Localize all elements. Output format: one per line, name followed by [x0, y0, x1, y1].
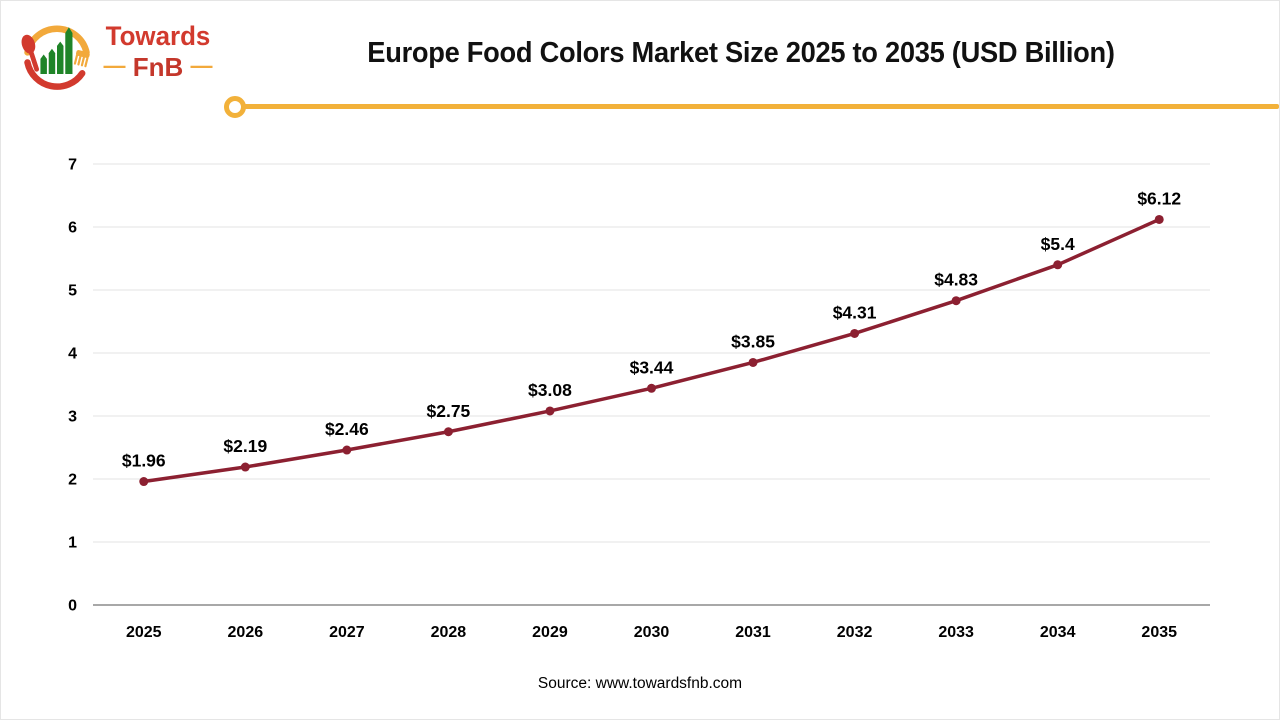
- chart-title: Europe Food Colors Market Size 2025 to 2…: [367, 37, 1115, 69]
- accent-divider-ring: [224, 96, 246, 118]
- y-tick-label: 1: [68, 535, 77, 552]
- x-tick-label: 2026: [228, 624, 264, 641]
- data-point-label: $4.83: [934, 270, 978, 290]
- data-point-label: $2.75: [427, 401, 471, 421]
- towardsfnb-logo-icon: [21, 25, 90, 90]
- data-point-label: $2.46: [325, 419, 369, 439]
- x-tick-label: 2025: [126, 624, 162, 641]
- y-tick-label: 0: [68, 598, 77, 615]
- data-point-label: $3.44: [630, 357, 674, 377]
- y-tick-label: 3: [68, 409, 77, 426]
- data-point-label: $2.19: [223, 436, 267, 456]
- data-point-marker: [342, 445, 352, 455]
- y-tick-label: 7: [68, 157, 77, 174]
- y-tick-label: 5: [68, 283, 77, 300]
- data-point-marker: [240, 462, 250, 472]
- brand-towards: Towards: [105, 21, 211, 51]
- data-point-label: $3.85: [731, 331, 775, 351]
- data-point-marker: [1154, 214, 1164, 224]
- data-point-marker: [443, 427, 453, 437]
- accent-divider-line: [244, 104, 1279, 109]
- growth-bars-icon: [40, 27, 73, 74]
- y-tick-label: 6: [68, 220, 77, 237]
- brand-fnb: FnB: [132, 52, 184, 82]
- data-point-label: $4.31: [833, 302, 877, 322]
- data-point-marker: [139, 477, 149, 487]
- x-tick-label: 2031: [735, 624, 771, 641]
- x-tick-label: 2028: [431, 624, 467, 641]
- brand-dash-right: —: [190, 53, 213, 78]
- x-tick-label: 2034: [1040, 624, 1076, 641]
- x-tick-label: 2027: [329, 624, 365, 641]
- data-point-marker: [951, 296, 961, 306]
- fork-icon: [73, 50, 90, 68]
- x-tick-label: 2029: [532, 624, 568, 641]
- data-point-label: $3.08: [528, 380, 572, 400]
- y-tick-label: 4: [68, 346, 77, 363]
- data-point-marker: [748, 357, 758, 367]
- market-size-line: [142, 217, 1161, 484]
- spoon-icon: [21, 34, 40, 72]
- towardsfnb-logo: Towards — FnB —: [19, 11, 269, 103]
- data-point-marker: [545, 406, 555, 416]
- data-point-label: $1.96: [122, 451, 166, 471]
- x-tick-label: 2035: [1141, 624, 1177, 641]
- brand-name: Towards — FnB —: [93, 21, 223, 81]
- brand-fnb-line: — FnB —: [93, 54, 223, 80]
- data-point-label: $6.12: [1137, 188, 1181, 208]
- logo-arc-red: [24, 59, 86, 90]
- data-point-marker: [850, 328, 860, 338]
- data-point-marker: [1053, 260, 1063, 270]
- y-tick-label: 2: [68, 472, 77, 489]
- brand-dash-left: —: [103, 53, 126, 78]
- source-text: Source: www.towardsfnb.com: [537, 675, 743, 692]
- data-point-marker: [647, 383, 656, 393]
- x-tick-label: 2033: [938, 624, 974, 641]
- x-tick-label: 2032: [837, 624, 873, 641]
- data-point-label: $5.4: [1041, 234, 1075, 254]
- x-tick-label: 2030: [634, 624, 670, 641]
